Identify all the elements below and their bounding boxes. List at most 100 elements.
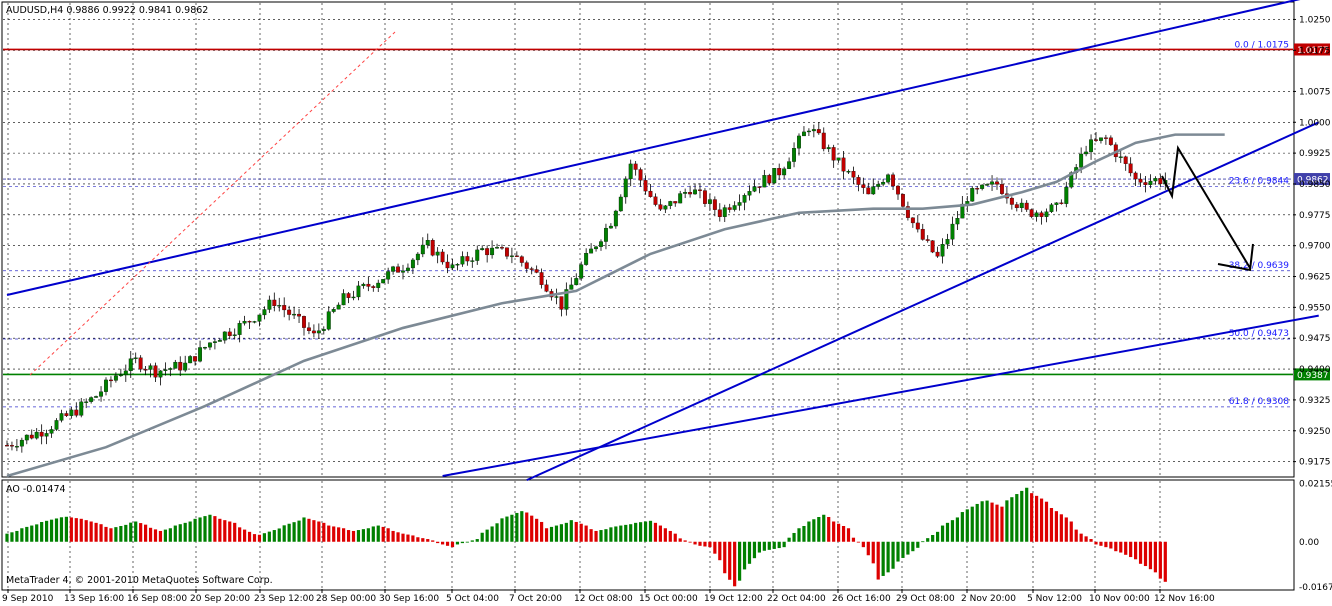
forecast-path xyxy=(1161,145,1251,269)
ao-bar xyxy=(906,541,910,555)
candle-body xyxy=(1158,178,1163,185)
candle-body xyxy=(777,168,782,176)
candle-body xyxy=(623,178,628,198)
ao-bar xyxy=(342,528,346,542)
candle-body xyxy=(123,370,128,376)
ao-bar xyxy=(1099,541,1103,546)
ao-bar xyxy=(792,532,796,542)
candle-body xyxy=(836,157,841,161)
ao-bar xyxy=(658,525,662,542)
ao-bar xyxy=(332,526,336,542)
ao-bar xyxy=(639,522,643,542)
candle-body xyxy=(1118,156,1123,158)
ao-bar xyxy=(317,521,321,542)
candle-body xyxy=(173,361,178,369)
candle-body xyxy=(59,413,64,421)
candle-body xyxy=(113,375,118,381)
candle-body xyxy=(792,148,796,162)
ao-bar xyxy=(985,500,989,542)
candle-body xyxy=(1148,180,1153,185)
candle-body xyxy=(925,239,930,241)
candle-body xyxy=(252,321,257,323)
forecast-arrows xyxy=(1161,145,1254,272)
ma-line xyxy=(6,133,1225,478)
price-tick-label: 1.0000 xyxy=(1299,118,1331,128)
candle-body xyxy=(361,283,366,287)
ao-bar xyxy=(703,541,707,547)
ao-bar xyxy=(465,541,469,543)
candle-body xyxy=(14,446,19,448)
ao-bar xyxy=(1035,495,1039,542)
candle-body xyxy=(752,186,757,192)
candle-body xyxy=(1029,209,1034,217)
ao-bar xyxy=(441,541,445,545)
ao-bar xyxy=(104,526,108,542)
ao-bar xyxy=(490,526,494,542)
candle-body xyxy=(262,309,267,316)
ao-bar xyxy=(634,522,638,542)
candle-body xyxy=(1123,156,1128,164)
level-badge-text: 1.0177 xyxy=(1297,46,1329,56)
candle-body xyxy=(470,260,475,262)
candle-body xyxy=(658,204,663,210)
ao-bar xyxy=(351,530,356,542)
candle-body xyxy=(1059,202,1064,204)
candle-body xyxy=(688,192,693,195)
candle-body xyxy=(504,247,509,257)
candle-body xyxy=(841,157,846,172)
candle-body xyxy=(1039,212,1044,217)
ao-bar xyxy=(460,541,464,544)
ao-bar xyxy=(1104,541,1108,548)
ao-bar xyxy=(1119,541,1123,553)
candle-body xyxy=(762,175,767,188)
ao-bar xyxy=(990,502,994,542)
ao-bar xyxy=(376,525,380,542)
candle-body xyxy=(707,199,712,204)
candle-body xyxy=(222,331,227,341)
ao-bar xyxy=(1158,541,1162,579)
ao-bar xyxy=(144,524,148,542)
ao-bar xyxy=(322,522,326,542)
level-badge xyxy=(1294,173,1330,186)
candle-body xyxy=(450,264,455,269)
candle-body xyxy=(1079,153,1084,168)
price-tick-label: 0.9400 xyxy=(1299,365,1331,375)
candle-body xyxy=(524,262,529,269)
candle-body xyxy=(811,129,816,132)
ao-bar xyxy=(1163,541,1167,582)
candle-body xyxy=(153,365,158,378)
ao-bar xyxy=(89,521,93,542)
ao-bar xyxy=(604,529,608,542)
candle-body xyxy=(712,199,717,210)
candle-body xyxy=(19,439,24,447)
candle-body xyxy=(440,251,445,263)
candle-body xyxy=(420,244,425,255)
ao-bar xyxy=(5,533,9,542)
ao-bar xyxy=(614,526,618,542)
price-tick-label: 0.9175 xyxy=(1299,458,1331,468)
ao-bar xyxy=(965,509,969,542)
candle-body xyxy=(455,264,460,266)
time-tick-label: 9 Sep 2010 xyxy=(2,594,54,604)
candle-body xyxy=(876,184,881,187)
candle-body xyxy=(178,361,183,371)
ao-bar xyxy=(1138,541,1143,564)
level-badge-text: 0.9862 xyxy=(1297,176,1329,186)
time-tick-label: 29 Oct 08:00 xyxy=(896,594,955,604)
candle-body xyxy=(915,222,920,230)
candle-body xyxy=(663,205,668,210)
time-tick-label: 2 Nov 20:00 xyxy=(961,594,1016,604)
candle-body xyxy=(410,259,415,269)
candle-body xyxy=(554,296,559,298)
ao-bar xyxy=(129,522,133,542)
candle-body xyxy=(1133,172,1138,180)
ao-bar xyxy=(688,541,692,543)
ao-bar xyxy=(470,540,474,542)
ao-bar xyxy=(564,522,568,542)
ao-bar xyxy=(1049,508,1054,542)
time-tick-label: 23 Sep 12:00 xyxy=(254,594,314,604)
price-tick-label: 0.9925 xyxy=(1299,149,1331,159)
ao-bar xyxy=(79,518,83,542)
ao-bar xyxy=(549,526,554,542)
